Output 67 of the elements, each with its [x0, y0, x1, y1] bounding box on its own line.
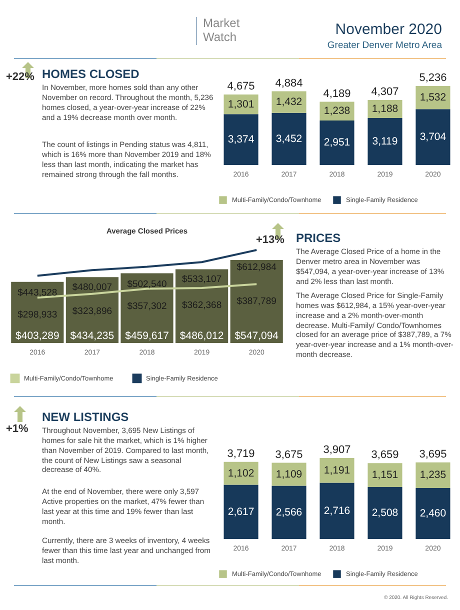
data-label: $502,540	[127, 278, 167, 290]
data-label: $298,933	[18, 310, 58, 321]
data-label: 1,102	[228, 467, 254, 480]
data-label: 2,460	[420, 508, 446, 520]
bar	[224, 484, 258, 539]
bar	[368, 487, 402, 539]
data-label: 1,532	[420, 92, 446, 104]
data-label: $362,368	[182, 300, 222, 312]
bar	[224, 114, 258, 165]
bar	[320, 482, 354, 539]
data-label: 1,432	[276, 96, 302, 108]
data-label: $459,617	[125, 330, 170, 342]
total-label: 3,907	[323, 444, 351, 456]
text: +13%	[256, 233, 284, 248]
total-label: 5,236	[419, 72, 447, 84]
data-label: $533,107	[182, 274, 222, 286]
data-label: 3,119	[372, 135, 398, 148]
bar	[368, 118, 402, 165]
data-label: $547,094	[234, 330, 279, 342]
total-label: 4,884	[275, 77, 303, 90]
data-label: $403,289	[16, 330, 60, 342]
data-label: $357,302	[127, 300, 167, 312]
total-label: 3,695	[419, 448, 447, 460]
data-label: 1,188	[372, 102, 398, 115]
bar	[368, 463, 402, 488]
data-label: 2,716	[324, 504, 350, 517]
total-label: 4,189	[323, 88, 351, 100]
text: NEW LISTINGS	[42, 410, 129, 426]
text: PRICES	[296, 231, 341, 247]
data-label: 2,566	[276, 506, 302, 518]
data-label: 3,374	[228, 134, 254, 146]
text: +22%	[6, 70, 34, 84]
total-label: 3,675	[275, 448, 303, 461]
text: HOMES CLOSED	[42, 67, 140, 83]
data-label: $387,789	[236, 296, 276, 308]
data-label: 1,235	[420, 469, 446, 482]
data-label: 1,191	[324, 464, 350, 476]
data-label: $486,012	[180, 330, 224, 342]
bar	[272, 462, 306, 486]
bar	[272, 486, 306, 539]
text: Market Watch	[196, 16, 251, 45]
bar	[272, 112, 306, 165]
bar	[320, 120, 354, 165]
text: +1%	[6, 422, 28, 436]
total-label: 3,719	[227, 448, 255, 460]
data-label: 1,238	[324, 105, 350, 118]
text: Greater Denver Metro Area	[327, 40, 442, 52]
data-label: 1,301	[228, 98, 254, 110]
total-label: 4,675	[227, 80, 255, 92]
data-label: 3,452	[276, 132, 302, 145]
data-label: $323,896	[72, 306, 112, 317]
bar	[416, 109, 450, 165]
bar	[320, 458, 354, 483]
data-label: 2,508	[372, 507, 398, 519]
data-label: 3,704	[420, 131, 446, 144]
data-label: $443,528	[18, 288, 58, 299]
data-label: 2,951	[324, 136, 350, 149]
total-label: 3,659	[371, 449, 399, 462]
data-label: $612,984	[236, 262, 276, 273]
data-label: 2,617	[228, 506, 254, 518]
data-label: 1,151	[372, 469, 398, 482]
data-label: $434,235	[70, 330, 114, 342]
data-label: 1,109	[276, 468, 302, 480]
total-label: 4,307	[371, 86, 399, 98]
text: November 2020	[335, 20, 442, 40]
data-label: $480,007	[72, 282, 112, 294]
bar	[416, 488, 450, 539]
